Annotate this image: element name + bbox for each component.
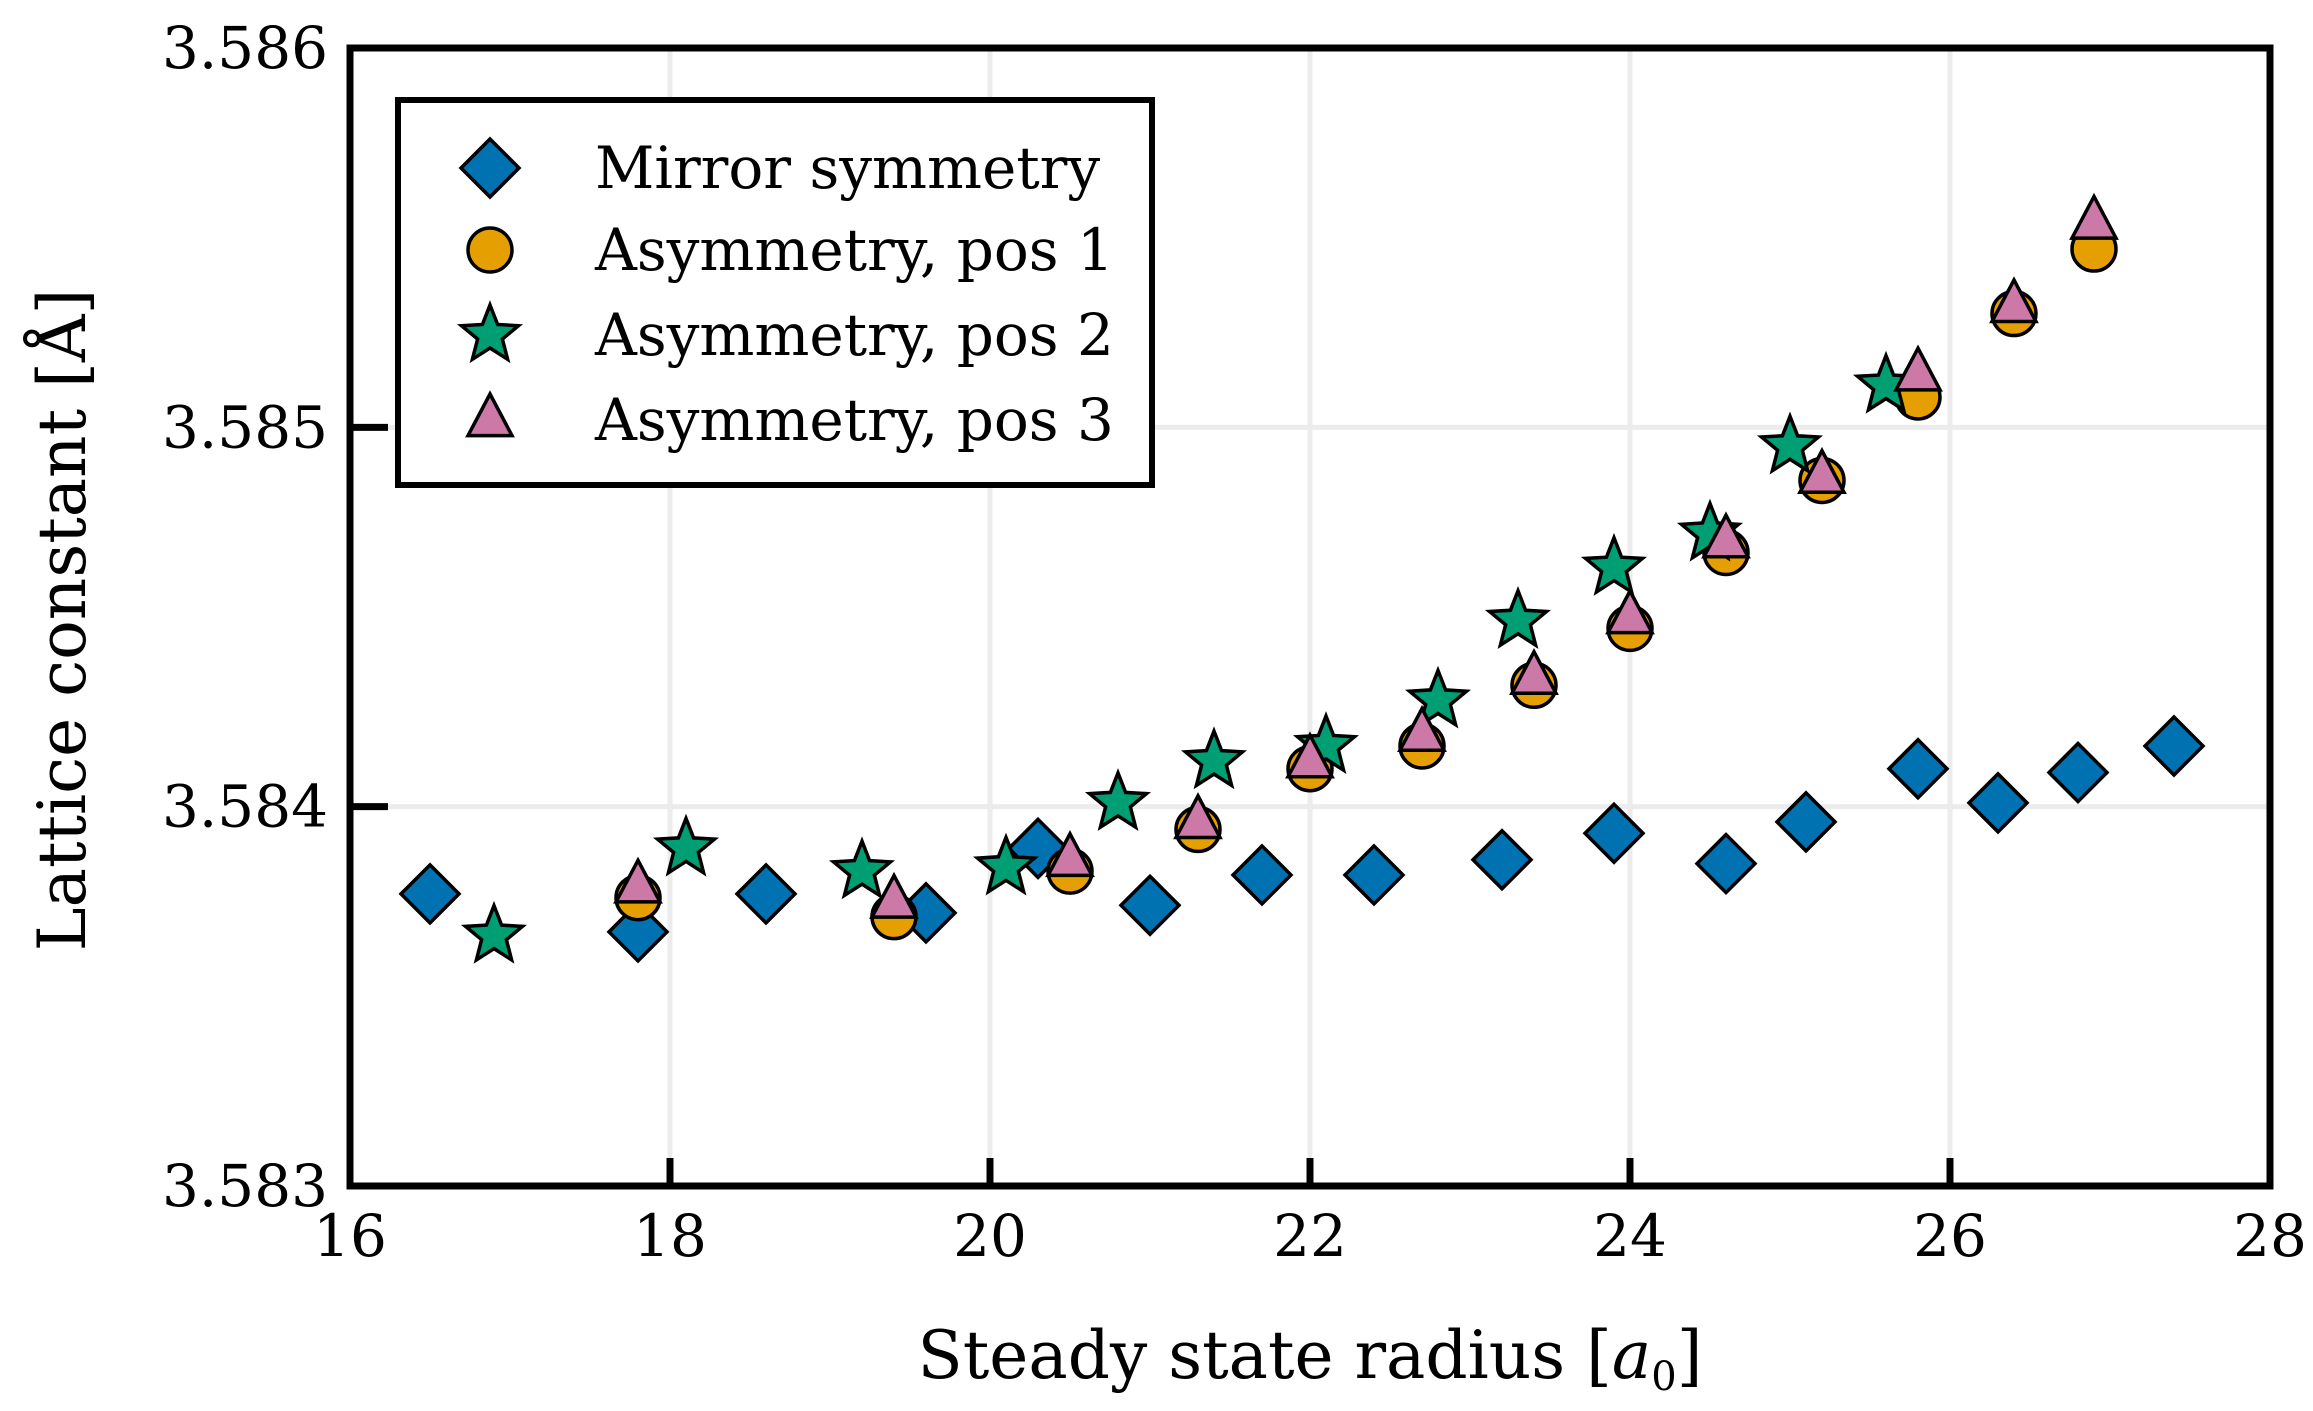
- data-layer: [398, 192, 2206, 964]
- triangle-marker: [1173, 792, 1223, 840]
- diamond-marker: [1774, 790, 1838, 854]
- x-axis-label: Steady state radius [a0]: [918, 1317, 1703, 1400]
- diamond-marker: [1230, 843, 1294, 907]
- diamond-marker: [1342, 843, 1406, 907]
- x-tick-label: 22: [1273, 1202, 1347, 1270]
- diamond-marker: [398, 862, 462, 926]
- triangle-marker: [869, 871, 919, 919]
- diamond-marker: [1582, 801, 1646, 865]
- star-marker: [1404, 665, 1472, 729]
- diamond-marker: [2142, 714, 2206, 778]
- x-tick-label: 20: [953, 1202, 1027, 1270]
- diamond-marker: [1694, 832, 1758, 896]
- series-3: [460, 350, 1920, 964]
- triangle-marker: [1605, 587, 1655, 635]
- diamond-marker: [1886, 737, 1950, 801]
- legend-label: Asymmetry, pos 3: [594, 386, 1114, 454]
- star-marker: [652, 813, 720, 877]
- y-axis-label: Lattice constant [Å]: [24, 289, 101, 951]
- star-marker: [828, 836, 896, 900]
- legend-star-marker: [456, 300, 524, 364]
- legend-label: Asymmetry, pos 2: [594, 301, 1114, 369]
- diamond-marker: [606, 900, 670, 964]
- legend-label: Asymmetry, pos 1: [594, 216, 1114, 284]
- triangle-marker: [1397, 704, 1447, 752]
- triangle-marker: [2069, 192, 2119, 240]
- star-marker: [1084, 768, 1152, 831]
- y-tick-label: 3.585: [162, 393, 328, 461]
- x-tick-label: 24: [1593, 1202, 1667, 1270]
- x-tick-label: 28: [2233, 1202, 2307, 1270]
- star-marker: [1484, 585, 1552, 649]
- star-marker: [1756, 411, 1824, 475]
- y-tick-label: 3.586: [162, 14, 328, 82]
- x-tick-label: 18: [633, 1202, 707, 1270]
- star-marker: [1580, 532, 1648, 596]
- y-tick-label: 3.583: [162, 1152, 328, 1220]
- star-marker: [460, 900, 528, 964]
- triangle-marker: [1045, 830, 1095, 878]
- triangle-marker: [1893, 344, 1943, 392]
- x-tick-label: 26: [1913, 1202, 1987, 1270]
- legend-circle-marker: [466, 226, 514, 274]
- diamond-marker: [1118, 873, 1182, 937]
- x-tick-label: 16: [313, 1202, 387, 1270]
- triangle-marker: [1509, 647, 1559, 696]
- triangle-marker: [613, 856, 663, 904]
- diamond-marker: [2046, 741, 2110, 805]
- triangle-marker: [1797, 446, 1847, 494]
- triangle-marker: [1285, 731, 1335, 779]
- legend: Mirror symmetry Asymmetry, pos 1 Asymmetry…: [395, 97, 1155, 488]
- triangle-marker: [1989, 276, 2039, 324]
- star-marker: [1292, 711, 1360, 775]
- diamond-marker: [1966, 771, 2030, 835]
- legend-label: Mirror symmetry: [595, 134, 1100, 202]
- tick-layer: 16 18 20 22 24 26 28 3.583 3.584 3.585 3.586: [162, 14, 2307, 1270]
- series-4: [613, 192, 2119, 919]
- legend-triangle-marker: [465, 390, 515, 438]
- star-marker: [1180, 726, 1248, 790]
- triangle-marker: [1701, 511, 1751, 559]
- diamond-marker: [1470, 828, 1534, 892]
- legend-box: [395, 97, 1155, 488]
- legend-diamond-marker: [458, 136, 522, 200]
- diamond-marker: [734, 862, 798, 926]
- star-marker: [972, 832, 1040, 896]
- y-tick-label: 3.584: [162, 773, 328, 841]
